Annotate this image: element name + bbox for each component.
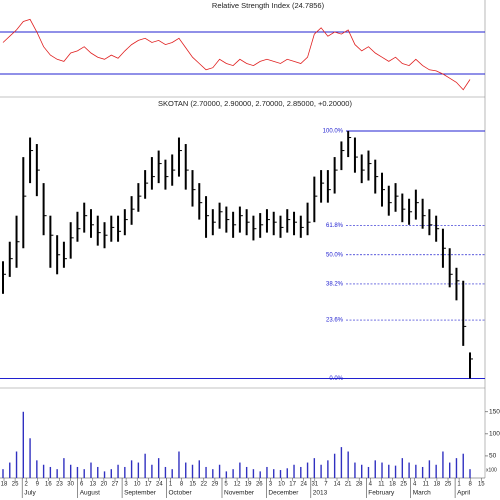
x-tick-label: 11 [378, 482, 385, 488]
x-tick-label: 2 [25, 482, 29, 488]
x-tick-label: 25 [445, 482, 452, 488]
x-tick-label: 20 [101, 482, 108, 488]
x-tick-label: 27 [112, 482, 119, 488]
month-label: December [268, 490, 299, 497]
x-tick-label: 15 [478, 482, 485, 488]
x-tick-label: 17 [289, 482, 296, 488]
x-tick-label: 15 [189, 482, 196, 488]
x-tick-label: 8 [469, 482, 473, 488]
x-tick-label: 31 [311, 482, 318, 488]
x-tick-label: 12 [234, 482, 241, 488]
x-tick-label: 10 [134, 482, 141, 488]
volume-unit-label: x100 [486, 467, 497, 473]
x-tick-label: 18 [434, 482, 441, 488]
x-tick-label: 29 [212, 482, 219, 488]
x-tick-label: 22 [200, 482, 207, 488]
x-tick-label: 18 [1, 482, 8, 488]
month-label: August [80, 490, 100, 497]
month-label: October [169, 490, 193, 497]
x-tick-label: 5 [224, 482, 228, 488]
x-tick-label: 8 [180, 482, 184, 488]
fib-level-label: 23.6% [326, 318, 344, 324]
month-label: September [124, 490, 157, 497]
month-label: March [413, 490, 431, 497]
x-tick-label: 6 [80, 482, 84, 488]
rsi-title: Relative Strength Index (24.7856) [212, 1, 325, 10]
month-label: July [24, 490, 36, 497]
x-tick-label: 3 [269, 482, 273, 488]
x-tick-label: 24 [300, 482, 307, 488]
x-tick-label: 11 [423, 482, 430, 488]
month-label: 2013 [313, 490, 328, 497]
month-label: April [457, 490, 471, 497]
x-tick-label: 10 [278, 482, 285, 488]
month-label: February [368, 490, 395, 497]
fib-level-label: 50.0% [326, 252, 344, 258]
x-tick-label: 14 [334, 482, 341, 488]
x-tick-label: 18 [389, 482, 396, 488]
x-tick-label: 26 [256, 482, 263, 488]
volume-tick-label: 150 [489, 408, 500, 415]
x-tick-label: 30 [67, 482, 74, 488]
x-tick-label: 25 [12, 482, 19, 488]
x-tick-label: 24 [156, 482, 163, 488]
volume-tick-label: 100 [489, 431, 500, 438]
x-tick-label: 21 [345, 482, 352, 488]
x-tick-label: 3 [124, 482, 128, 488]
x-tick-label: 1 [169, 482, 173, 488]
fib-level-label: 100.0% [323, 129, 344, 135]
x-tick-label: 4 [413, 482, 417, 488]
chart-title: SKOTAN (2.70000, 2.90000, 2.70000, 2.850… [158, 99, 352, 108]
fib-level-label: 0.0% [329, 376, 343, 382]
x-tick-label: 4 [369, 482, 373, 488]
x-tick-label: 17 [145, 482, 152, 488]
x-tick-label: 13 [89, 482, 96, 488]
rsi-line [2, 18, 471, 91]
x-tick-label: 25 [400, 482, 407, 488]
fib-level-label: 38.2% [326, 282, 344, 288]
x-tick-label: 19 [245, 482, 252, 488]
x-tick-label: 28 [356, 482, 363, 488]
fib-level-label: 61.8% [326, 223, 344, 229]
x-tick-label: 23 [56, 482, 63, 488]
month-label: November [224, 490, 255, 497]
x-tick-label: 1 [457, 482, 461, 488]
x-tick-label: 16 [45, 482, 52, 488]
x-tick-label: 9 [36, 482, 40, 488]
volume-tick-label: 50 [489, 453, 497, 460]
x-tick-label: 7 [324, 482, 328, 488]
